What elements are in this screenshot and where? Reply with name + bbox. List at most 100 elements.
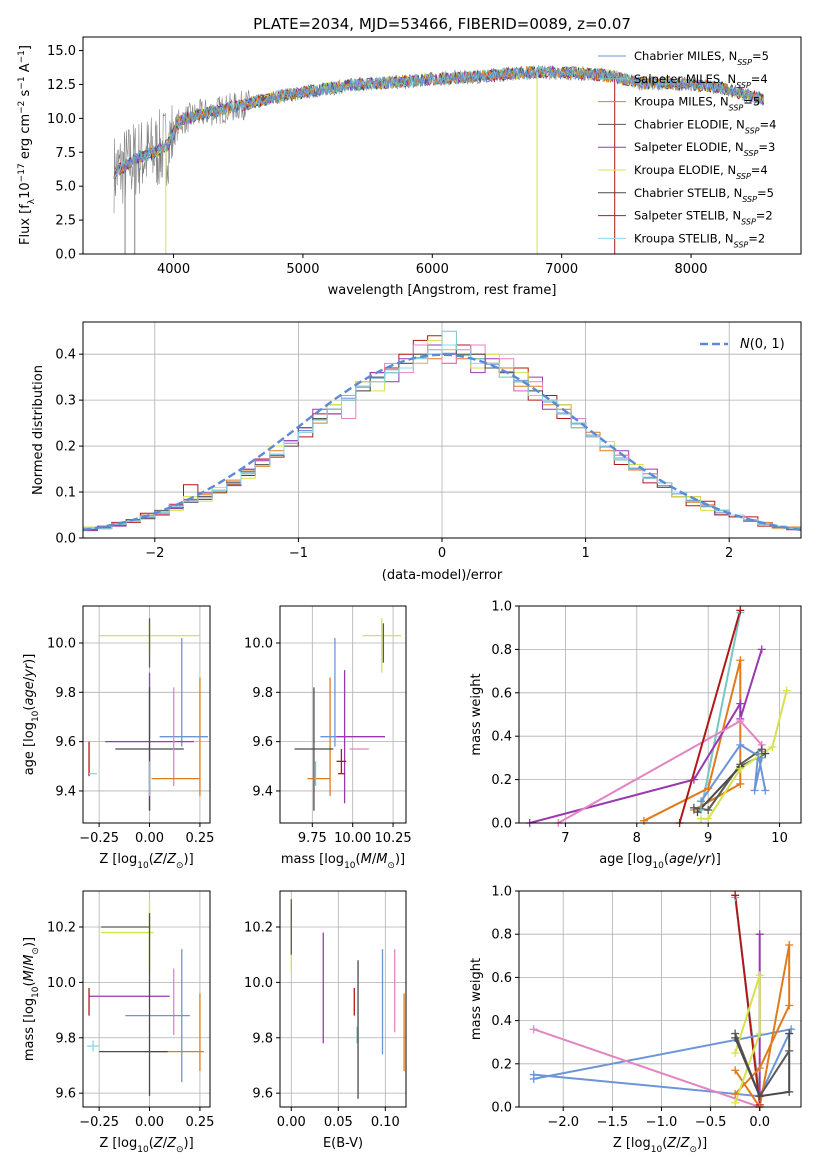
weight-line	[700, 612, 742, 811]
weight-marker	[736, 656, 745, 665]
y-tick-label: 9.8	[55, 686, 76, 701]
weight-marker	[689, 775, 698, 784]
weight-line	[734, 944, 791, 1107]
legend-entry-label: Kroupa ELODIE, NSSP=4	[634, 163, 768, 181]
weight-marker	[755, 971, 764, 980]
x-tick-label: 10.00	[334, 831, 371, 846]
x-axis-label: mass [log10(M/M⊙)]	[281, 852, 405, 871]
weight-line	[533, 1027, 793, 1098]
y-tick-label: 0.8	[491, 643, 512, 658]
x-tick-label: 8000	[674, 262, 707, 277]
x-tick-label: −1.5	[597, 1115, 629, 1130]
legend-entry-label: Salpeter STELIB, NSSP=2	[634, 209, 773, 227]
age-vs-z-axes: −0.25 0.00 0.25 9.4 9.6 9.8 10.0 Z [log10(Z/Z⊙)…	[22, 605, 214, 871]
spectrum-frame	[82, 36, 802, 255]
x-tick-label: 0.00	[277, 1115, 306, 1130]
x-tick-label: 10	[771, 831, 788, 846]
age-vs-mass-plot-area	[294, 618, 402, 811]
y-axis-label: mass weight	[469, 958, 484, 1040]
weight-vs-z-axes: −2.0 −1.5 −1.0 −0.5 0.0 0.0 0.2 0.4 0.6 0.8 1.0 Z […	[469, 885, 802, 1155]
spectrum-plot-area	[113, 64, 764, 254]
x-tick-label: 4000	[157, 262, 190, 277]
weight-marker	[731, 1090, 740, 1099]
gaussian-curve	[83, 353, 801, 532]
y-tick-label: 9.6	[252, 1087, 273, 1102]
x-axis-label: Z [log10(Z/Z⊙)]	[99, 852, 193, 871]
y-tick-label: 10.0	[244, 636, 273, 651]
x-axis-label: Z [log10(Z/Z⊙)]	[99, 1136, 193, 1155]
weight-marker	[785, 1087, 794, 1096]
y-tick-label: 0.0	[55, 532, 76, 547]
y-tick-label: 0.2	[491, 773, 512, 788]
x-tick-label: −2	[145, 546, 164, 561]
y-tick-label: 7.5	[55, 146, 76, 161]
x-tick-label: 0.00	[135, 1115, 164, 1130]
x-tick-label: 0.0	[749, 1115, 770, 1130]
weight-marker	[697, 814, 706, 823]
y-axis-label: Normed distribution	[31, 365, 46, 495]
legend-entry-label: Salpeter ELODIE, NSSP=3	[634, 140, 775, 158]
weight-vs-age-plot-area	[529, 610, 788, 823]
weight-vs-z-frame	[518, 890, 802, 1108]
weight-marker	[736, 699, 745, 708]
mass-vs-ebv-axes: 0.00 0.05 0.10 9.6 9.8 10.0 10.2	[244, 890, 407, 1130]
error-bar	[87, 1040, 100, 1052]
y-tick-label: 10.0	[244, 976, 273, 991]
y-tick-label: 10.0	[47, 112, 76, 127]
weight-line	[700, 743, 767, 802]
age-vs-mass-frame	[279, 605, 407, 824]
legend-entry-label: Kroupa STELIB, NSSP=2	[634, 231, 765, 249]
weight-marker	[704, 784, 713, 793]
age-vs-z-plot-area	[88, 618, 208, 811]
x-tick-label: 1	[581, 546, 589, 561]
x-axis-label: (data-model)/error	[382, 568, 503, 583]
weight-marker	[768, 743, 777, 752]
y-tick-label: 12.5	[47, 78, 76, 93]
x-tick-label: −2.0	[547, 1115, 579, 1130]
weight-marker	[754, 749, 763, 758]
x-tick-label: 9	[704, 831, 712, 846]
legend-entry-label: Chabrier STELIB, NSSP=5	[634, 186, 774, 204]
weight-marker	[761, 749, 770, 758]
weight-marker	[736, 740, 745, 749]
x-tick-label: 2	[725, 546, 733, 561]
legend-entry-label: Chabrier ELODIE, NSSP=4	[634, 117, 776, 135]
x-tick-label: 5000	[286, 262, 319, 277]
weight-line	[734, 1033, 791, 1098]
y-tick-label: 0.0	[55, 248, 76, 263]
y-tick-label: 0.0	[491, 817, 512, 832]
y-tick-label: 10.0	[47, 636, 76, 651]
x-tick-label: 6000	[416, 262, 449, 277]
y-tick-label: 9.6	[252, 735, 273, 750]
weight-marker	[704, 805, 713, 814]
y-tick-label: 9.6	[55, 1087, 76, 1102]
x-tick-label: −0.5	[695, 1115, 727, 1130]
y-tick-label: 10.2	[47, 921, 76, 936]
mass-vs-ebv-plot-area	[290, 899, 405, 1099]
x-tick-label: −0.25	[79, 1115, 119, 1130]
weight-marker	[785, 1029, 794, 1038]
y-tick-label: 0.6	[491, 971, 512, 986]
y-tick-label: 0.6	[491, 686, 512, 701]
y-tick-label: 0.4	[491, 730, 512, 745]
spectrum-axes: 4000 5000 6000 7000 8000 0.0 2.5 5.0 7.5 10.0 12.5…	[17, 36, 802, 298]
legend-entry-label: Salpeter MILES, NSSP=4	[634, 72, 768, 90]
weight-marker	[736, 606, 745, 615]
legend-entry-label: Kroupa MILES, NSSP=5	[634, 95, 760, 113]
weight-marker	[736, 764, 745, 773]
x-tick-label: 0	[438, 546, 446, 561]
y-axis-label: Flux [fλ10−17 erg cm−2 s−1 A−1]	[17, 45, 37, 245]
model-spectrum	[113, 64, 764, 180]
x-tick-label: 0.00	[135, 831, 164, 846]
weight-marker	[787, 1025, 796, 1034]
x-tick-label: 0.25	[185, 1115, 214, 1130]
weight-marker	[785, 941, 794, 949]
residuals-axes: −2 −1 0 1 2 0.0 0.1 0.2 0.3 0.4 N(0, 1) Normed dist…	[31, 321, 802, 583]
age-vs-mass-axes: 9.75 10.00 10.25 9.4 9.6 9.8 10.0 mass [log10(M…	[244, 605, 412, 871]
y-tick-label: 0.2	[491, 1057, 512, 1072]
weight-marker	[755, 1064, 764, 1073]
y-tick-label: 9.8	[252, 1031, 273, 1046]
weight-line	[734, 895, 761, 1105]
y-axis-label: mass [log10(M/M⊙)]	[22, 937, 41, 1061]
y-tick-label: 9.8	[55, 1031, 76, 1046]
